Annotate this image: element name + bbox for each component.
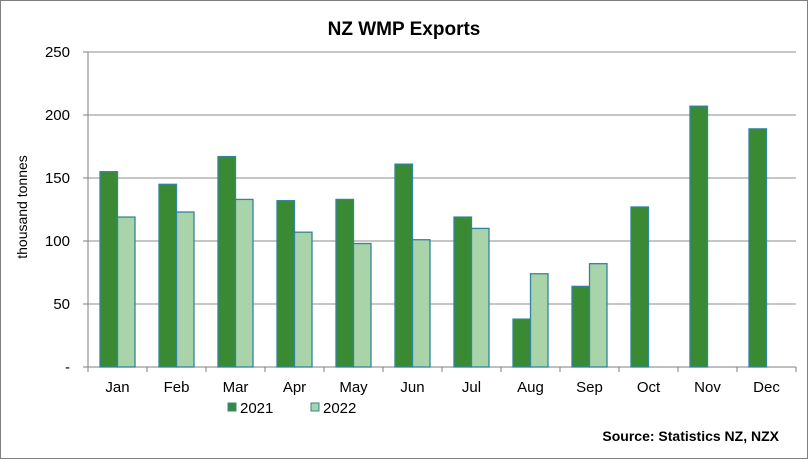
legend: 2021 2022 [227,400,356,417]
bar-2021-sep [571,285,591,368]
y-tick-labels: - 50 100 150 200 250 [45,44,70,376]
bar-2021-dec [748,128,768,368]
x-tick-label: Dec [753,379,780,396]
bar-2021-jun [394,163,414,368]
legend-swatch-2021 [227,402,237,412]
bars [99,105,768,368]
y-axis-label: thousand tonnes [14,155,30,259]
gridlines [83,51,796,368]
y-tick-label: 150 [45,170,70,187]
y-tick-label: 250 [45,44,70,61]
bar-2021-may [335,198,355,368]
legend-swatch-2022 [310,402,320,412]
x-tick-label: Mar [223,379,249,396]
bar-2021-apr [276,200,296,368]
bar-2021-feb [158,183,178,368]
y-tick-label: 100 [45,233,70,250]
bar-2022-jul [470,227,490,368]
bar-2022-aug [529,273,549,368]
bar-2022-mar [234,198,254,368]
bar-2022-jun [411,239,431,368]
bar-2021-nov [689,105,709,368]
x-tick-label: Feb [164,379,190,396]
x-tick-label: Aug [517,379,544,396]
x-tick-labels: Jan Feb Mar Apr May Jun Jul Aug Sep Oct Nov Dec [87,367,797,396]
bar-2022-may [352,242,372,368]
bar-2022-jan [116,216,136,368]
bar-2021-jan [99,171,119,368]
legend-label-2021: 2021 [240,400,273,417]
bar-2021-mar [217,155,237,368]
x-tick-label: Jul [462,379,481,396]
bar-2021-jul [453,216,473,368]
legend-label-2022: 2022 [323,400,356,417]
bar-2022-feb [175,211,195,368]
y-tick-label: 50 [53,296,70,313]
bar-2021-oct [630,206,650,368]
chart-title: NZ WMP Exports [328,19,481,40]
source-note: Source: Statistics NZ, NZX [602,428,779,444]
x-tick-label: Sep [576,379,603,396]
x-tick-label: Jan [105,379,129,396]
bar-2022-sep [588,263,608,368]
bar-2021-aug [512,318,532,368]
y-tick-label: - [65,359,70,376]
x-tick-label: Nov [694,379,721,396]
x-tick-label: Apr [283,379,306,396]
y-tick-label: 200 [45,107,70,124]
bar-2022-apr [293,231,313,368]
x-tick-label: May [339,379,368,396]
x-tick-label: Oct [637,379,661,396]
x-tick-label: Jun [400,379,424,396]
